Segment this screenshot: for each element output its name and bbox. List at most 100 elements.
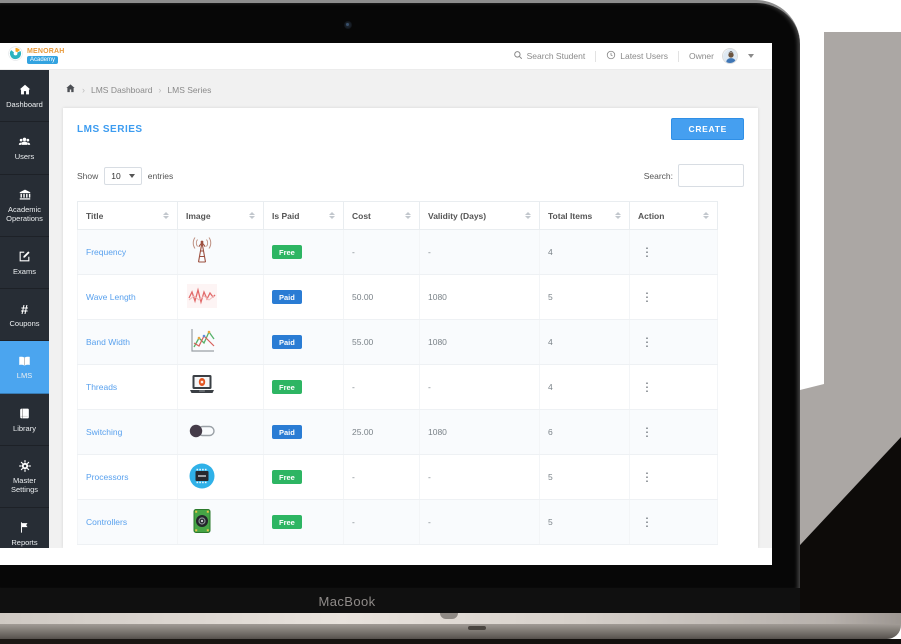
app-logo[interactable]: MENORAH Academy <box>8 46 65 66</box>
series-title-link[interactable]: Threads <box>86 382 118 392</box>
latest-users-button[interactable]: Latest Users <box>606 50 668 62</box>
sort-icon <box>329 212 335 219</box>
entries-label: entries <box>147 170 174 181</box>
row-actions-kebab-icon[interactable]: ⋮ <box>641 515 653 529</box>
sort-icon <box>405 212 411 219</box>
table-row-threads: Threads Free - -4 ⋮ <box>77 364 718 410</box>
column-header-label: Image <box>186 210 211 221</box>
line-chart-image <box>186 325 218 357</box>
topbar-divider <box>595 50 597 62</box>
macbook-screen: MENORAH Academy Search Student Latest Us… <box>0 43 772 565</box>
sort-icon <box>525 212 531 219</box>
home-icon <box>1 83 48 98</box>
series-title-link[interactable]: Wave Length <box>86 292 136 302</box>
sidebar-item-library[interactable]: Library <box>0 394 49 446</box>
row-actions-kebab-icon[interactable]: ⋮ <box>641 425 653 439</box>
row-actions-kebab-icon[interactable]: ⋮ <box>641 245 653 259</box>
total-items-cell: 6 <box>539 409 630 455</box>
series-title-link[interactable]: Switching <box>86 427 123 437</box>
cost-cell: - <box>343 229 420 275</box>
column-header-cost[interactable]: Cost <box>343 201 420 230</box>
logo-title: MENORAH <box>27 48 65 55</box>
table-row-band-width: Band Width Paid 55.00 1080 4 ⋮ <box>77 319 718 365</box>
column-header-label: Validity (Days) <box>428 210 487 221</box>
table-search-input[interactable] <box>678 164 744 187</box>
paid-status-badge: Free <box>272 380 302 394</box>
page-size-select[interactable]: 10 <box>104 166 142 185</box>
sidebar-item-lms[interactable]: LMS <box>0 341 49 394</box>
breadcrumb: › LMS Dashboard › LMS Series <box>49 70 772 108</box>
row-actions-kebab-icon[interactable]: ⋮ <box>641 380 653 394</box>
sidebar-item-dashboard[interactable]: Dashboard <box>0 70 49 123</box>
sort-icon <box>249 212 255 219</box>
column-header-action[interactable]: Action <box>629 201 718 230</box>
paid-status-badge: Free <box>272 470 302 484</box>
sidebar-item-reports[interactable]: Reports <box>0 508 49 548</box>
paid-status-badge: Paid <box>272 425 302 439</box>
cost-cell: 55.00 <box>343 319 420 365</box>
column-header-total-items[interactable]: Total Items <box>539 201 630 230</box>
column-header-validity-days[interactable]: Validity (Days) <box>419 201 540 230</box>
latest-users-label: Latest Users <box>620 51 668 61</box>
sidebar: Dashboard Users Academic Operations Exams # C… <box>0 70 49 548</box>
waveform-image <box>186 280 218 312</box>
laptop-image <box>186 370 218 402</box>
paid-status-badge: Paid <box>272 335 302 349</box>
page-title: LMS SERIES <box>77 123 143 135</box>
series-title-link[interactable]: Frequency <box>86 247 127 257</box>
open-book-icon <box>1 354 48 369</box>
search-icon <box>513 50 523 62</box>
total-items-cell: 4 <box>539 229 630 275</box>
main-content: › LMS Dashboard › LMS Series LMS SERIES … <box>49 70 772 548</box>
breadcrumb-separator: › <box>158 84 162 95</box>
validity-cell: - <box>419 364 540 410</box>
search-student-button[interactable]: Search Student <box>513 50 586 62</box>
hash-icon: # <box>20 301 29 317</box>
breadcrumb-separator: › <box>82 84 85 95</box>
row-actions-kebab-icon[interactable]: ⋮ <box>641 335 653 349</box>
row-actions-kebab-icon[interactable]: ⋮ <box>641 470 653 484</box>
macbook-floor-shadow <box>0 639 901 644</box>
sidebar-item-users[interactable]: Users <box>0 122 49 175</box>
clock-icon <box>606 50 616 62</box>
create-button[interactable]: CREATE <box>671 118 744 140</box>
owner-menu[interactable]: Owner <box>689 48 754 64</box>
lms-series-table: Title Image Is Paid Cost Validity (Days) Tota… <box>77 201 718 545</box>
sidebar-item-label: LMS <box>16 371 33 381</box>
series-title-link[interactable]: Processors <box>86 472 129 482</box>
breadcrumb-item-lms-dashboard[interactable]: LMS Dashboard <box>91 84 153 95</box>
sidebar-item-master-settings[interactable]: Master Settings <box>0 446 49 508</box>
circuit-board-image <box>186 505 218 537</box>
home-icon[interactable] <box>65 83 76 96</box>
sidebar-item-label: Library <box>13 423 36 433</box>
macbook-hinge-bar <box>0 588 901 613</box>
processor-chip-image <box>186 460 218 492</box>
total-items-cell: 5 <box>539 274 630 320</box>
owner-label: Owner <box>688 51 714 61</box>
column-header-label: Total Items <box>548 210 593 221</box>
sidebar-item-exams[interactable]: Exams <box>0 237 49 289</box>
column-header-image[interactable]: Image <box>177 201 264 230</box>
lms-series-card: LMS SERIES CREATE Show 10 entries <box>63 108 758 548</box>
app-topbar: MENORAH Academy Search Student Latest Us… <box>0 43 772 70</box>
column-header-label: Title <box>86 210 104 221</box>
toggle-switch-image <box>186 415 218 447</box>
sidebar-item-label: Users <box>14 152 35 162</box>
macbook-base-groove <box>468 626 486 630</box>
series-title-link[interactable]: Band Width <box>86 337 130 347</box>
library-book-icon <box>1 407 48 422</box>
sidebar-item-academic-operations[interactable]: Academic Operations <box>0 175 49 237</box>
sort-icon <box>163 212 169 219</box>
cost-cell: - <box>343 454 420 500</box>
total-items-cell: 5 <box>539 499 630 545</box>
series-title-link[interactable]: Controllers <box>86 517 128 527</box>
total-items-cell: 5 <box>539 454 630 500</box>
row-actions-kebab-icon[interactable]: ⋮ <box>641 290 653 304</box>
gear-icon <box>1 459 48 474</box>
validity-cell: 1080 <box>419 319 540 365</box>
column-header-is-paid[interactable]: Is Paid <box>263 201 344 230</box>
sidebar-item-coupons[interactable]: # Coupons <box>0 289 49 342</box>
search-student-label: Search Student <box>526 51 586 61</box>
column-header-label: Is Paid <box>272 210 300 221</box>
column-header-title[interactable]: Title <box>77 201 178 230</box>
